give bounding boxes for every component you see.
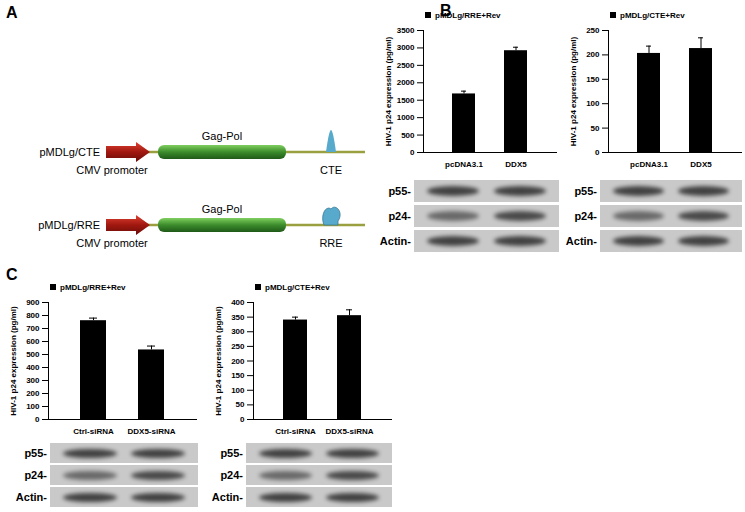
svg-text:HIV-1 p24 expression (pg/ml): HIV-1 p24 expression (pg/ml) xyxy=(384,36,393,146)
svg-text:DDX5-siRNA: DDX5-siRNA xyxy=(127,427,175,436)
svg-text:150: 150 xyxy=(231,371,245,380)
svg-text:500: 500 xyxy=(401,131,415,140)
svg-text:200: 200 xyxy=(231,357,245,366)
svg-text:150: 150 xyxy=(586,75,600,84)
svg-text:400: 400 xyxy=(231,298,245,307)
svg-text:DDX5-siRNA: DDX5-siRNA xyxy=(325,427,373,436)
html-text:Actin-: Actin- xyxy=(211,490,243,503)
svg-text:200: 200 xyxy=(586,50,600,59)
svg-text:pMDLg/CTE: pMDLg/CTE xyxy=(39,146,100,158)
html-text:pMDLg/CTE+Rev: pMDLg/CTE+Rev xyxy=(620,10,685,20)
svg-text:0: 0 xyxy=(35,415,40,424)
svg-text:RRE: RRE xyxy=(319,237,342,249)
svg-text:500: 500 xyxy=(26,350,40,359)
svg-text:pcDNA3.1: pcDNA3.1 xyxy=(630,160,668,169)
html-text:B: B xyxy=(440,2,452,19)
svg-text:HIV-1 p24 expression (pg/ml): HIV-1 p24 expression (pg/ml) xyxy=(569,36,578,146)
svg-text:100: 100 xyxy=(26,402,40,411)
svg-text:300: 300 xyxy=(231,327,245,336)
svg-text:250: 250 xyxy=(586,26,600,35)
html-text:A: A xyxy=(6,4,18,21)
svg-text:300: 300 xyxy=(26,376,40,385)
html-text:p55-: p55- xyxy=(24,446,47,459)
svg-text:900: 900 xyxy=(26,298,40,307)
html-text:p24-: p24- xyxy=(388,209,411,222)
svg-text:50: 50 xyxy=(591,124,600,133)
svg-text:800: 800 xyxy=(26,311,40,320)
svg-text:350: 350 xyxy=(231,313,245,322)
html-text:p55-: p55- xyxy=(388,184,411,197)
svg-text:0: 0 xyxy=(410,148,415,157)
svg-text:Gag-Pol: Gag-Pol xyxy=(202,130,242,142)
svg-text:100: 100 xyxy=(586,99,600,108)
svg-text:pMDLg/RRE: pMDLg/RRE xyxy=(38,219,100,231)
svg-text:3500: 3500 xyxy=(397,26,415,35)
svg-text:250: 250 xyxy=(231,342,245,351)
svg-text:1500: 1500 xyxy=(397,96,415,105)
svg-text:HIV-1 p24 expression (pg/ml): HIV-1 p24 expression (pg/ml) xyxy=(9,306,18,416)
svg-text:DDX5: DDX5 xyxy=(690,160,712,169)
svg-text:2000: 2000 xyxy=(397,78,415,87)
svg-text:HIV-1 p24 expression (pg/ml): HIV-1 p24 expression (pg/ml) xyxy=(214,306,223,416)
html-text:C: C xyxy=(6,266,18,283)
html-text:Actin-: Actin- xyxy=(565,234,597,247)
html-text:Actin-: Actin- xyxy=(379,234,411,247)
svg-text:Ctrl-siRNA: Ctrl-siRNA xyxy=(73,427,114,436)
svg-text:CMV promoter: CMV promoter xyxy=(76,237,148,249)
svg-text:200: 200 xyxy=(26,389,40,398)
html-text:p24-: p24- xyxy=(574,209,597,222)
svg-text:50: 50 xyxy=(236,400,245,409)
svg-text:Gag-Pol: Gag-Pol xyxy=(202,203,242,215)
html-text:pMDLg/RRE+Rev: pMDLg/RRE+Rev xyxy=(435,10,501,20)
svg-text:pcDNA3.1: pcDNA3.1 xyxy=(445,160,483,169)
svg-text:1000: 1000 xyxy=(397,113,415,122)
svg-text:0: 0 xyxy=(240,415,245,424)
svg-text:600: 600 xyxy=(26,337,40,346)
html-text:Actin-: Actin- xyxy=(15,490,47,503)
html-text:pMDLg/CTE+Rev: pMDLg/CTE+Rev xyxy=(265,282,330,292)
html-text:p55-: p55- xyxy=(574,184,597,197)
html-text:pMDLg/RRE+Rev: pMDLg/RRE+Rev xyxy=(60,282,126,292)
svg-text:3000: 3000 xyxy=(397,43,415,52)
html-text:p55-: p55- xyxy=(220,446,243,459)
svg-text:400: 400 xyxy=(26,363,40,372)
svg-text:0: 0 xyxy=(595,148,600,157)
svg-text:Ctrl-siRNA: Ctrl-siRNA xyxy=(275,427,316,436)
svg-text:DDX5: DDX5 xyxy=(505,160,527,169)
html-text:p24-: p24- xyxy=(220,468,243,481)
svg-text:CTE: CTE xyxy=(320,164,342,176)
svg-text:100: 100 xyxy=(231,386,245,395)
svg-text:700: 700 xyxy=(26,324,40,333)
svg-text:CMV promoter: CMV promoter xyxy=(76,164,148,176)
html-text:p24-: p24- xyxy=(24,468,47,481)
svg-text:2500: 2500 xyxy=(397,61,415,70)
